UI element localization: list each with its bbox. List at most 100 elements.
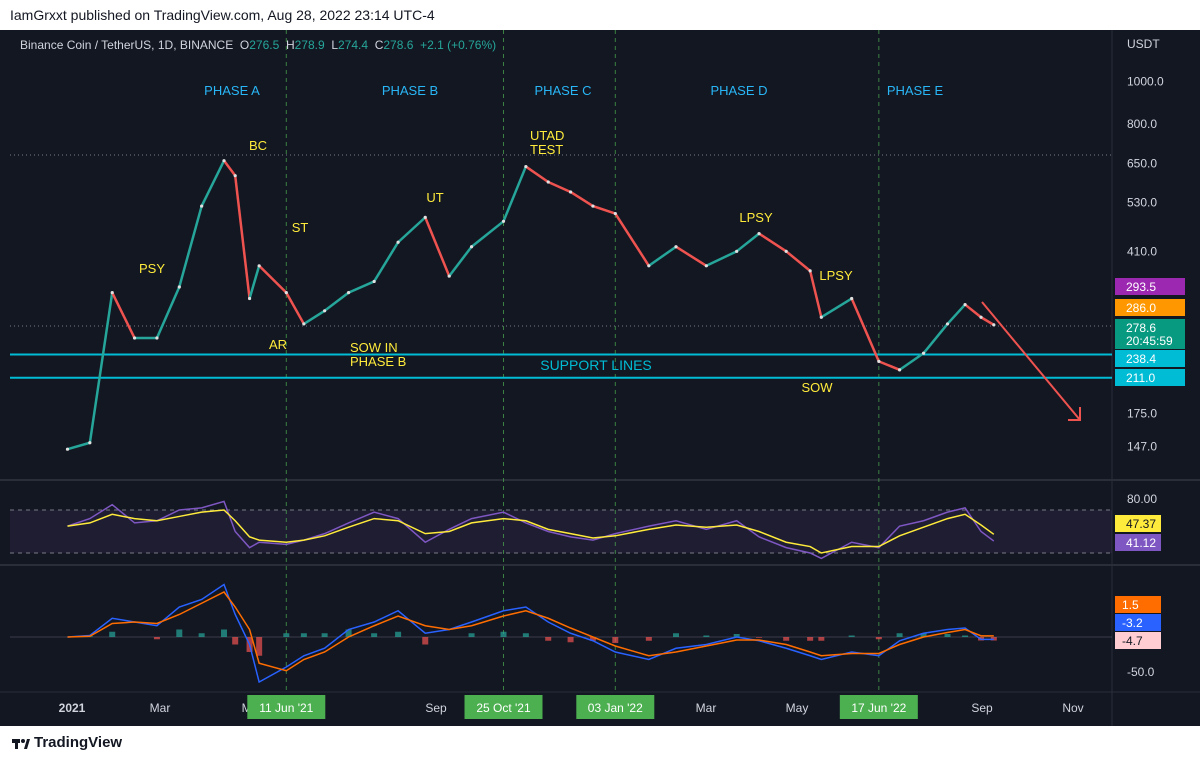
close-label: C <box>374 38 384 52</box>
price-segment <box>592 204 616 215</box>
brand-text: TradingView <box>34 734 123 751</box>
chart-svg[interactable]: USDT 1000.0 800.0 650.0 530.0 410.0 175.0 147.… <box>0 0 1200 726</box>
support-lines <box>10 353 1112 379</box>
price-point <box>979 315 983 319</box>
macd-histogram-bar <box>612 637 619 643</box>
macd-histogram-bar <box>848 635 855 637</box>
macd-histogram-bar <box>703 635 710 637</box>
wyckoff-label: PHASE B <box>350 354 406 369</box>
price-axis: 1000.0 800.0 650.0 530.0 410.0 175.0 147.0 <box>1127 75 1164 454</box>
price-segment <box>525 165 549 184</box>
time-highlight-label: 11 Jun '21 <box>259 701 313 715</box>
price-tags: 293.5 286.0 278.620:45:59 238.4 211.0 47.37 41… <box>1115 278 1185 649</box>
price-point <box>323 309 327 313</box>
macd-histogram-bar <box>920 633 927 637</box>
price-point <box>501 219 506 223</box>
wyckoff-label: LPSY <box>819 268 853 283</box>
macd-histogram-bar <box>500 631 507 637</box>
price-segment <box>111 292 136 339</box>
price-tick-label: 650.0 <box>1127 157 1157 171</box>
price-segment <box>88 292 114 443</box>
price-segment <box>820 297 853 319</box>
price-series <box>65 159 996 451</box>
price-segment <box>980 316 995 326</box>
price-segment <box>675 245 708 267</box>
rsi-series: 80.00 <box>67 492 1157 560</box>
price-segment <box>470 220 505 248</box>
price-tag-box <box>1115 278 1185 295</box>
macd-histogram-bar <box>371 633 378 637</box>
wyckoff-label: LPSY <box>739 210 773 225</box>
price-tag-box <box>1115 299 1185 316</box>
price-segment <box>705 250 738 267</box>
price-tag-timer: 20:45:59 <box>1126 334 1173 348</box>
price-tick-label: 800.0 <box>1127 117 1157 131</box>
price-point <box>177 285 181 289</box>
price-segment <box>850 298 880 362</box>
wyckoff-label: PSY <box>139 261 165 276</box>
price-point <box>524 164 528 169</box>
macd-histogram-bar <box>176 629 183 637</box>
price-tag-value: 238.4 <box>1126 352 1156 366</box>
macd-tag-box <box>1115 632 1161 649</box>
macd-histogram-bar <box>283 633 290 637</box>
price-point <box>447 274 451 278</box>
high-label: H <box>285 38 295 52</box>
tradingview-logo[interactable]: TradingView <box>12 734 122 751</box>
time-highlight-label: 25 Oct '21 <box>476 701 531 715</box>
price-axis-unit: USDT <box>1127 37 1160 51</box>
price-point <box>945 322 950 326</box>
price-point <box>647 264 651 268</box>
price-segment <box>502 166 528 222</box>
time-axis-label: Mar <box>696 701 717 715</box>
macd-histogram-bar <box>756 637 763 638</box>
time-axis-label: 2021 <box>59 701 86 715</box>
price-tick-label: 147.0 <box>1127 440 1157 454</box>
time-axis-label: Nov <box>1062 701 1083 715</box>
macd-line <box>67 583 994 684</box>
macd-histogram-bar <box>733 634 740 637</box>
macd-histogram-bar <box>875 637 882 640</box>
macd-histogram-bar <box>422 637 429 645</box>
price-segment <box>155 286 181 339</box>
time-axis-label: Sep <box>425 701 447 715</box>
price-point <box>110 291 114 295</box>
macd-tag-value: -3.2 <box>1122 616 1143 630</box>
support-lines-label: SUPPORT LINES <box>540 357 652 373</box>
price-segment <box>285 292 305 325</box>
price-segment <box>614 212 650 267</box>
price-point <box>819 315 823 319</box>
macd-histogram-bar <box>345 629 352 637</box>
price-point <box>132 336 137 340</box>
signal-line <box>67 591 994 672</box>
price-point <box>735 249 739 253</box>
macd-histogram-bar <box>896 633 903 637</box>
wyckoff-label: SOW <box>801 380 833 395</box>
price-point <box>396 240 400 244</box>
rsi-line <box>67 500 995 560</box>
price-point <box>992 323 996 327</box>
price-segment <box>67 441 91 451</box>
price-segment <box>200 160 226 207</box>
time-axis-label: May <box>786 701 809 715</box>
price-point <box>808 269 812 273</box>
macd-series: -50.0 <box>10 583 1155 684</box>
macd-histogram-bar <box>109 631 116 637</box>
price-tag-box <box>1115 319 1185 349</box>
macd-histogram-bar <box>153 637 160 640</box>
price-point <box>284 291 288 295</box>
price-point <box>568 190 573 194</box>
price-point <box>155 336 159 340</box>
price-tick-label: 530.0 <box>1127 195 1157 209</box>
time-axis-label: Mar <box>150 701 171 715</box>
wyckoff-label: AR <box>269 337 287 352</box>
symbol-name[interactable]: Binance Coin / TetherUS, 1D, BINANCE <box>20 38 234 52</box>
price-segment <box>922 323 949 355</box>
price-segment <box>808 270 823 318</box>
price-point <box>897 368 902 372</box>
rsi-tag-box <box>1115 534 1161 551</box>
time-highlight-box <box>839 695 918 719</box>
price-point <box>921 351 926 355</box>
price-segment <box>223 159 237 177</box>
